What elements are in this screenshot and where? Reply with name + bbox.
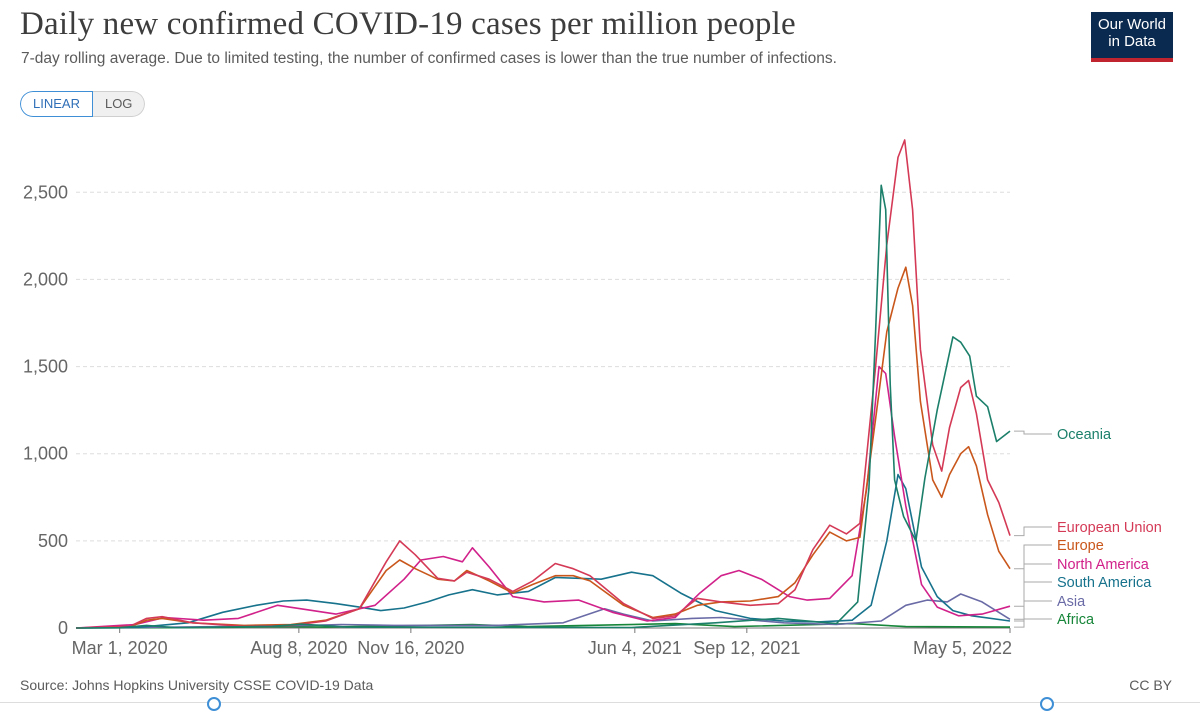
scale-toggle: LINEAR LOG — [20, 91, 146, 117]
y-tick-label: 2,000 — [23, 269, 68, 289]
label-connector — [1014, 430, 1052, 435]
timeline-start-handle[interactable] — [207, 697, 221, 711]
legend-labels: Oceania European Union Europe North America… — [1014, 427, 1162, 628]
y-tick-label: 0 — [58, 618, 68, 638]
log-scale-button[interactable]: LOG — [92, 91, 146, 117]
x-tick-label: Nov 16, 2020 — [357, 638, 464, 658]
label-connector — [1014, 544, 1052, 570]
series-line-north-america[interactable] — [75, 365, 1011, 629]
series-line-asia[interactable] — [75, 593, 1011, 629]
owid-logo[interactable]: Our World in Data — [1091, 12, 1173, 62]
label-connector — [1014, 600, 1052, 620]
chart-subtitle: 7-day rolling average. Due to limited te… — [21, 50, 837, 67]
series-line-south-america[interactable] — [75, 473, 1011, 629]
series-line-european-union[interactable] — [75, 139, 1011, 629]
logo-line-2: in Data — [1108, 33, 1156, 50]
series-lines — [75, 139, 1011, 629]
y-axis: 0 500 1,000 1,500 2,000 2,500 — [23, 182, 68, 638]
x-axis: Mar 1, 2020 Aug 8, 2020 Nov 16, 2020 Jun 4,… — [72, 627, 1012, 658]
x-tick-label: Aug 8, 2020 — [250, 638, 347, 658]
line-chart: 0 500 1,000 1,500 2,000 2,500 Mar 1, 2020 Aug … — [23, 139, 1162, 658]
series-line-oceania[interactable] — [75, 184, 1011, 629]
source-note: Source: Johns Hopkins University CSSE CO… — [20, 677, 374, 693]
y-tick-label: 500 — [38, 531, 68, 551]
series-label[interactable]: European Union — [1057, 520, 1162, 536]
series-label[interactable]: Asia — [1057, 594, 1086, 610]
x-tick-label: Jun 4, 2021 — [588, 638, 682, 658]
x-tick-label: May 5, 2022 — [913, 638, 1012, 658]
timeline-track — [0, 702, 1200, 703]
timeline-end-handle[interactable] — [1040, 697, 1054, 711]
series-label[interactable]: North America — [1057, 557, 1150, 573]
series-label[interactable]: Oceania — [1057, 427, 1112, 443]
grid — [76, 191, 1010, 629]
chart-title: Daily new confirmed COVID-19 cases per m… — [20, 6, 796, 42]
logo-line-1: Our World — [1097, 16, 1167, 33]
linear-scale-button[interactable]: LINEAR — [20, 91, 93, 117]
license-link[interactable]: CC BY — [1129, 677, 1172, 693]
y-tick-label: 2,500 — [23, 182, 68, 202]
label-connector — [1014, 563, 1052, 607]
y-tick-label: 1,500 — [23, 357, 68, 377]
series-label[interactable]: South America — [1057, 575, 1152, 591]
series-label[interactable]: Africa — [1057, 612, 1095, 628]
label-connector — [1014, 618, 1052, 628]
y-tick-label: 1,000 — [23, 444, 68, 464]
series-label[interactable]: Europe — [1057, 538, 1104, 554]
x-tick-label: Mar 1, 2020 — [72, 638, 168, 658]
label-connector — [1014, 526, 1052, 537]
x-tick-label: Sep 12, 2021 — [693, 638, 800, 658]
